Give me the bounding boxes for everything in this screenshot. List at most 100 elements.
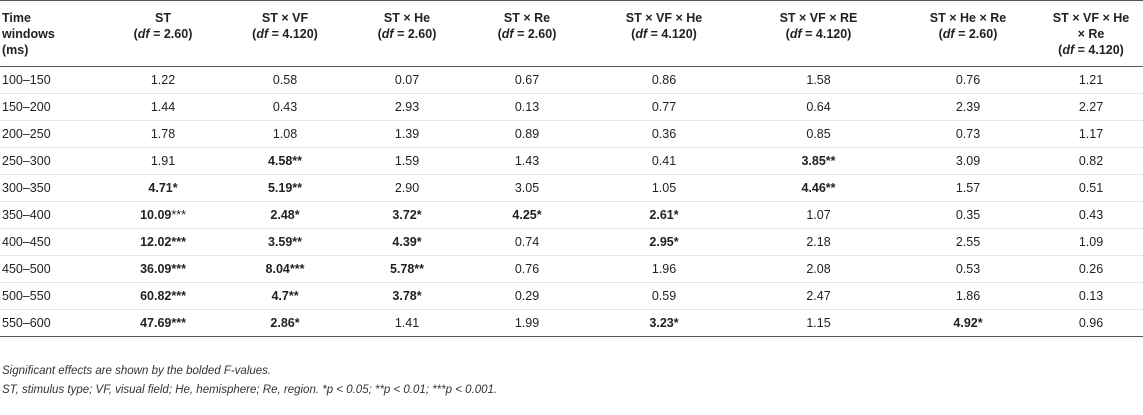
f-value-cell: 0.43 [222, 94, 348, 121]
col-header-st-vf-he-re: ST × VF × He × Re (df = 4.120) [1052, 11, 1130, 57]
significance-stars: * [416, 208, 422, 222]
time-window-cell: 100–150 [2, 73, 51, 87]
significance-stars: * [416, 289, 422, 303]
f-value: 0.82 [1078, 154, 1104, 168]
time-header-line-1: Time [2, 11, 31, 25]
f-value: 0.85 [806, 127, 831, 141]
f-value: 0.67 [514, 73, 540, 87]
f-value: 1.96 [651, 262, 677, 276]
f-value-cell: 0.26 [1039, 256, 1143, 283]
f-value-cell: 1.96 [588, 256, 740, 283]
table-row: 100–150 1.22 0.58 0.07 0.67 0.86 1.58 0.76 1.21 [0, 67, 1143, 94]
significance-stars: * [673, 235, 679, 249]
f-value: 1.91 [150, 154, 176, 168]
f-value-cell: 0.64 [740, 94, 897, 121]
f-value-cell: 0.43 [1039, 202, 1143, 229]
f-value-cell: 0.35 [897, 202, 1039, 229]
f-value-cell: 3.05 [466, 175, 588, 202]
f-value-cell: 1.15 [740, 310, 897, 337]
f-value-cell: 60.82*** [104, 283, 222, 310]
f-value: 0.13 [514, 100, 540, 114]
table-row: 400–450 12.02*** 3.59** 4.39* 0.74 2.95* 2.18 2… [0, 229, 1143, 256]
f-value: 4.92 [953, 316, 978, 330]
f-value-cell: 1.59 [348, 148, 466, 175]
f-value: 0.43 [1078, 208, 1104, 222]
f-value: 4.71 [148, 181, 173, 195]
f-value-cell: 5.19** [222, 175, 348, 202]
f-value: 60.82 [140, 289, 172, 303]
f-value: 3.59 [267, 235, 293, 249]
f-value-cell: 2.95* [588, 229, 740, 256]
f-value-cell: 2.55 [897, 229, 1039, 256]
f-value-cell: 2.93 [348, 94, 466, 121]
time-window-cell: 500–550 [2, 289, 51, 303]
significance-stars: * [416, 235, 422, 249]
f-value-cell: 1.08 [222, 121, 348, 148]
f-value-cell: 0.74 [466, 229, 588, 256]
f-value-cell: 0.51 [1039, 175, 1143, 202]
f-value: 0.89 [514, 127, 540, 141]
significance-stars: *** [171, 289, 186, 303]
f-value-cell: 0.41 [588, 148, 740, 175]
f-value-cell: 2.47 [740, 283, 897, 310]
significance-stars: * [294, 208, 300, 222]
col-header-st-vf-re: ST × VF × RE (df = 4.120) [779, 11, 858, 41]
significance-stars: * [673, 316, 679, 330]
significance-stars: *** [171, 262, 186, 276]
f-value: 2.48 [270, 208, 295, 222]
f-value: 0.07 [394, 73, 420, 87]
table-row: 350–400 10.09*** 2.48* 3.72* 4.25* 2.61* 1.07 0… [0, 202, 1143, 229]
f-value: 4.39 [392, 235, 417, 249]
significance-stars: ** [292, 181, 303, 195]
col-header-st-re: ST × Re (df = 2.60) [497, 11, 557, 41]
time-window-cell: 550–600 [2, 316, 51, 330]
f-value-cell: 0.59 [588, 283, 740, 310]
table-row: 500–550 60.82*** 4.7** 3.78* 0.29 0.59 2.47 1.8… [0, 283, 1143, 310]
f-value-cell: 1.21 [1039, 67, 1143, 94]
f-value: 3.09 [955, 154, 981, 168]
f-value-cell: 0.07 [348, 67, 466, 94]
f-value: 1.39 [394, 127, 420, 141]
f-value: 1.99 [514, 316, 540, 330]
f-value-cell: 0.89 [466, 121, 588, 148]
col-header-st-vf-he: ST × VF × He (df = 4.120) [625, 11, 703, 41]
f-value: 36.09 [140, 262, 172, 276]
f-value-cell: 1.09 [1039, 229, 1143, 256]
f-value: 47.69 [140, 316, 172, 330]
f-value: 0.36 [651, 127, 677, 141]
f-value: 12.02 [140, 235, 172, 249]
f-value: 0.64 [806, 100, 831, 114]
f-value: 2.55 [955, 235, 981, 249]
header-row: Time windows (ms) ST (df = 2.60) ST × VF… [0, 0, 1143, 67]
f-value: 0.76 [955, 73, 981, 87]
f-value-cell: 12.02*** [104, 229, 222, 256]
f-value-cell: 0.85 [740, 121, 897, 148]
f-value-cell: 3.09 [897, 148, 1039, 175]
time-window-cell: 250–300 [2, 154, 51, 168]
f-value: 0.76 [514, 262, 540, 276]
f-value-cell: 1.57 [897, 175, 1039, 202]
f-value: 1.59 [394, 154, 420, 168]
f-value-cell: 2.48* [222, 202, 348, 229]
time-header-line-3: (ms) [2, 43, 29, 57]
f-value-cell: 0.13 [466, 94, 588, 121]
f-value: 1.21 [1078, 73, 1104, 87]
f-value: 3.78 [392, 289, 417, 303]
significance-stars: * [172, 181, 178, 195]
f-value-cell: 4.39* [348, 229, 466, 256]
time-window-cell: 400–450 [2, 235, 51, 249]
footnote-abbreviations: ST, stimulus type; VF, visual field; He,… [2, 384, 498, 396]
f-value-cell: 0.76 [897, 67, 1039, 94]
f-value: 0.35 [955, 208, 981, 222]
f-value: 2.90 [394, 181, 420, 195]
col-header-st-he: ST × He (df = 2.60) [377, 11, 437, 41]
f-value-cell: 1.99 [466, 310, 588, 337]
f-value-cell: 0.13 [1039, 283, 1143, 310]
f-value-cell: 47.69*** [104, 310, 222, 337]
f-value-cell: 4.46** [740, 175, 897, 202]
f-value-cell: 2.61* [588, 202, 740, 229]
f-value: 2.93 [394, 100, 420, 114]
significance-stars: ** [288, 289, 299, 303]
significance-stars: ** [414, 262, 425, 276]
